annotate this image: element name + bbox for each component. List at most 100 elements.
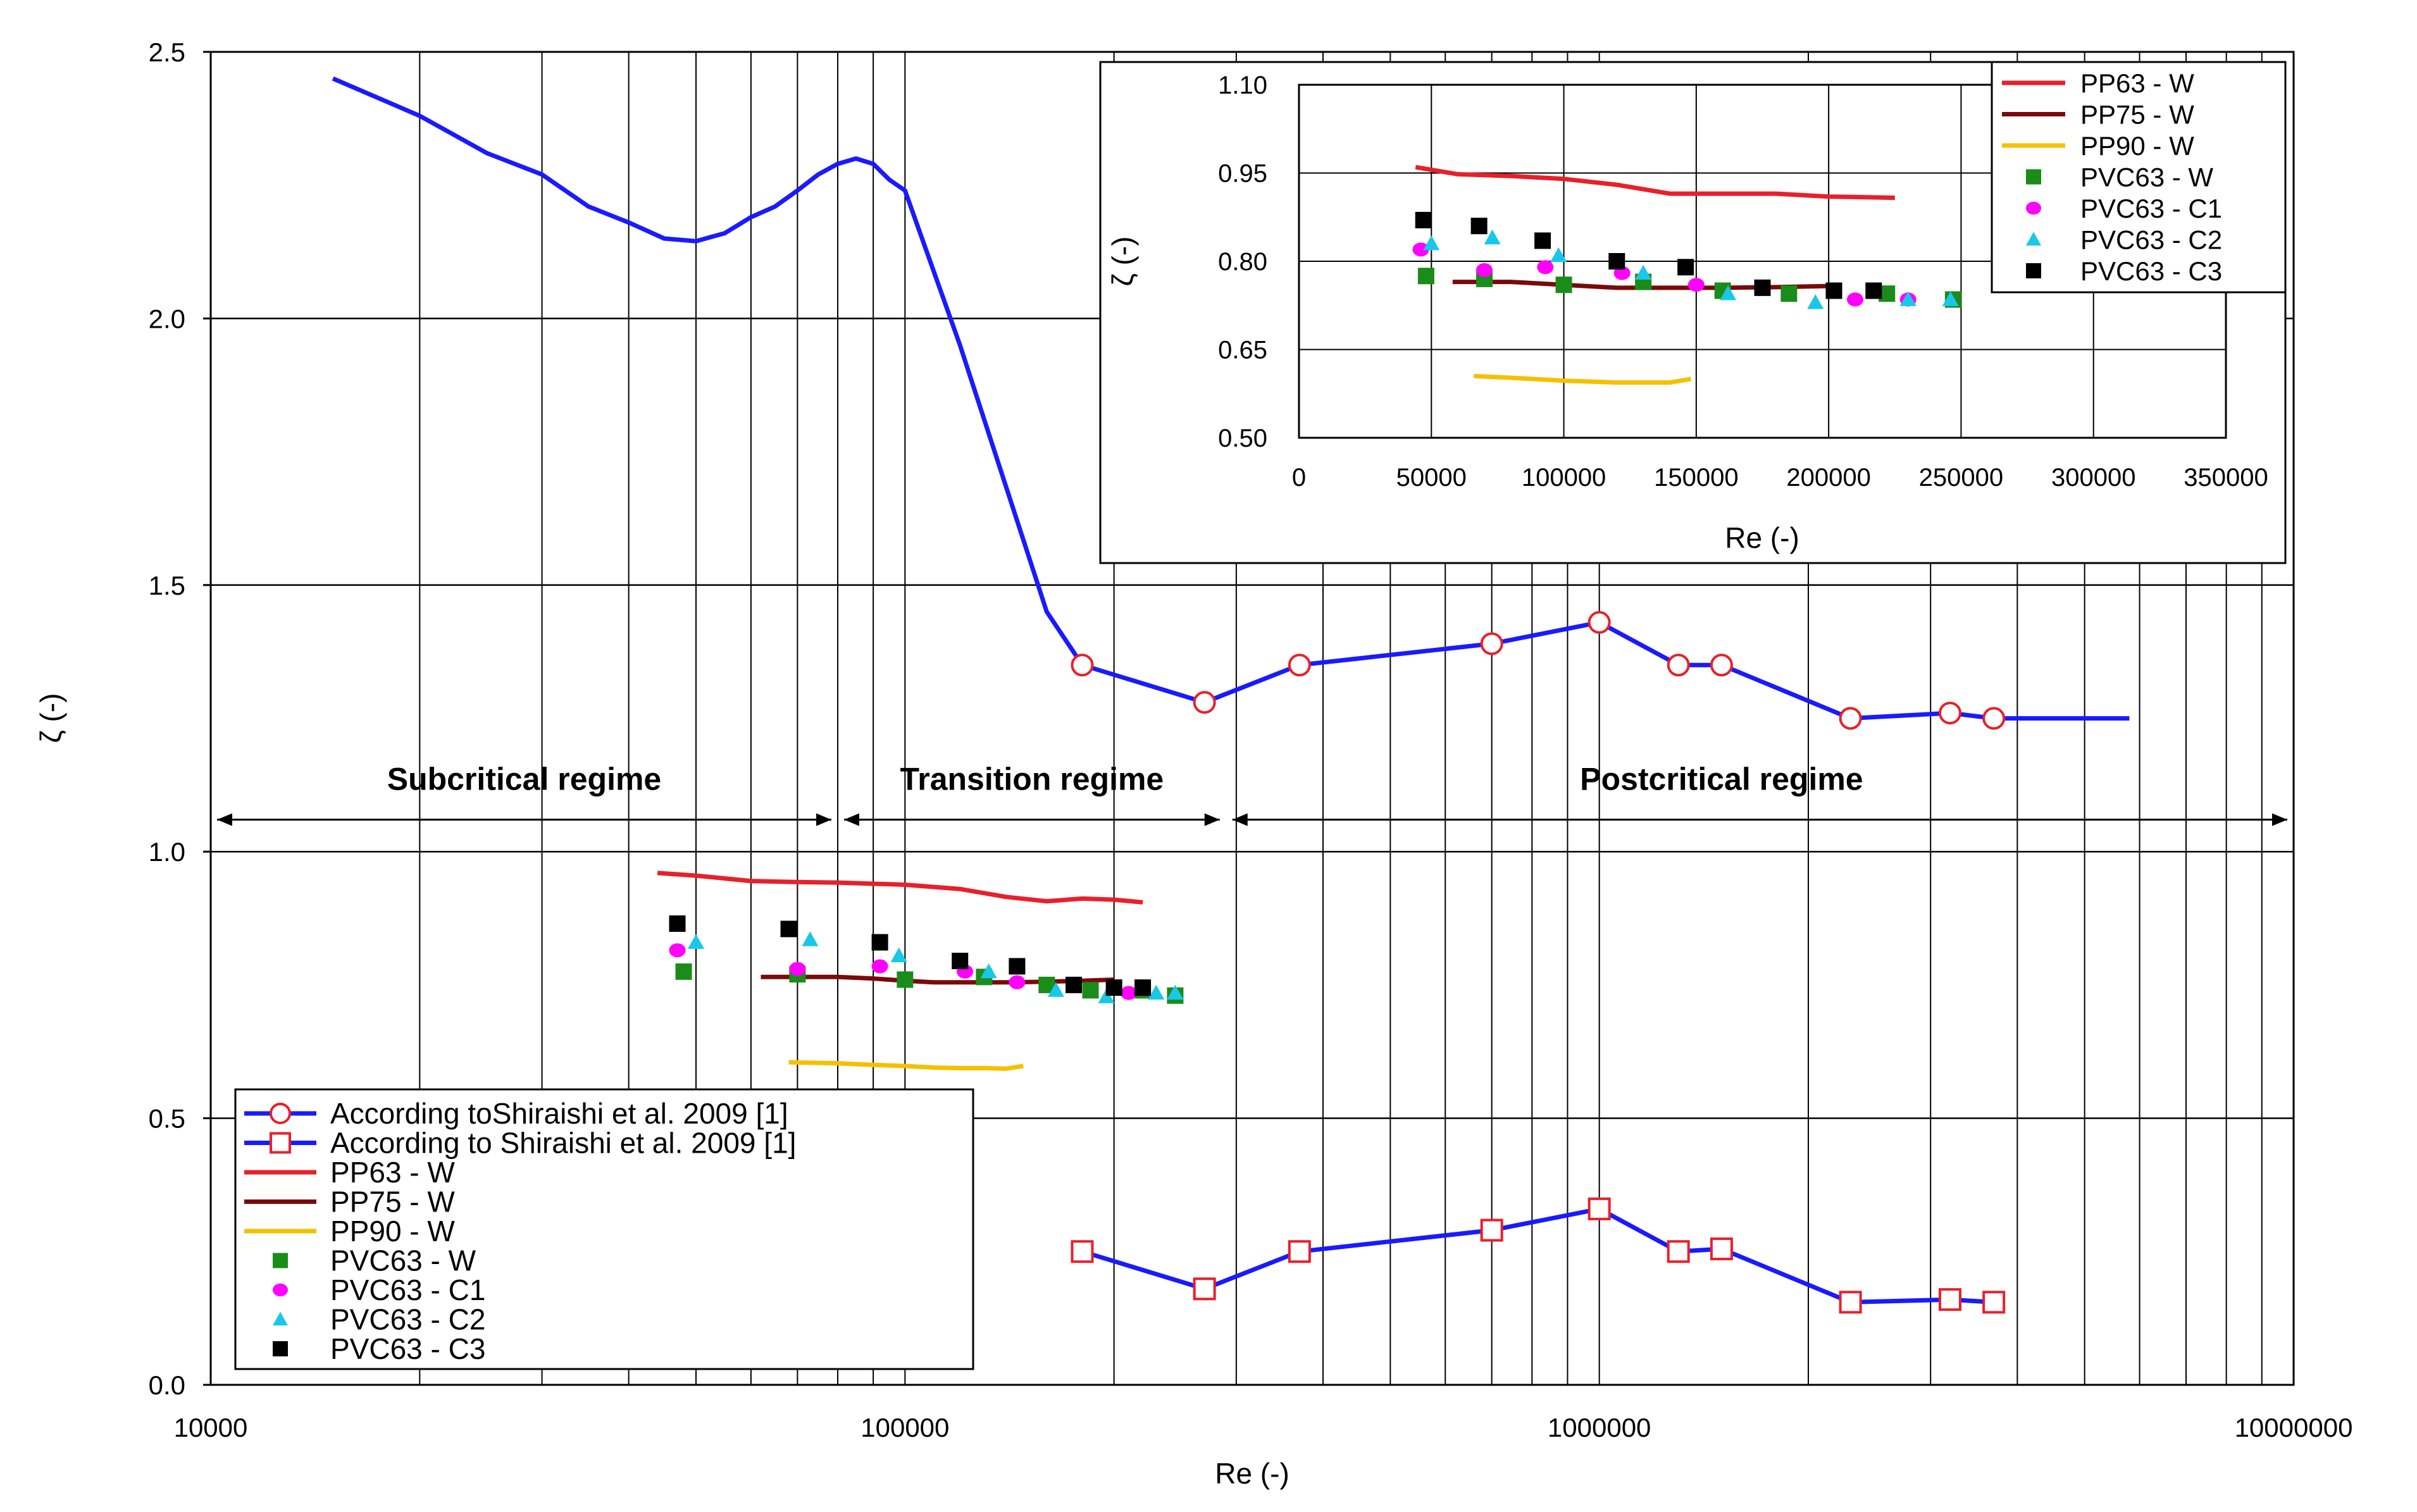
main-data-point <box>1193 691 1216 714</box>
main-data-point <box>1098 988 1115 1003</box>
inset-legend-entry: PVC63 - C3 <box>2026 256 2222 286</box>
inset-legend-label: PVC63 - C1 <box>2080 194 2222 223</box>
main-data-point <box>688 934 705 949</box>
inset-data-point <box>1613 266 1631 280</box>
regime-label: Subcritical regime <box>387 762 662 797</box>
inset-x-tick-label: 150000 <box>1654 464 1738 492</box>
inset-legend-marker <box>2026 201 2041 215</box>
main-data-point <box>890 947 907 962</box>
main-y-tick-label: 1.5 <box>149 571 185 600</box>
main-series-line <box>1081 1206 1994 1304</box>
main-series-line <box>761 974 1114 985</box>
inset-legend-label: PVC63 - C3 <box>2080 256 2222 286</box>
main-legend-entry: PVC63 - C1 <box>273 1273 485 1306</box>
main-plot-frame <box>209 51 2295 1386</box>
main-data-point <box>1167 984 1184 1000</box>
main-y-axis-label: ζ (-) <box>34 693 67 743</box>
main-series <box>675 963 1184 1004</box>
inset-data-point <box>1534 232 1551 249</box>
main-series <box>657 871 1143 905</box>
inset-data-point <box>1865 282 1882 299</box>
main-legend-marker <box>273 1341 288 1356</box>
main-data-point <box>871 959 888 974</box>
main-x-axis-label: Re (-) <box>1215 1457 1289 1490</box>
inset-data-point <box>1677 259 1694 276</box>
inset-series <box>1415 211 1882 299</box>
inset-x-tick-label: 250000 <box>1919 464 2003 492</box>
inset-series-layer <box>1412 164 1961 385</box>
inset-y-tick-label: 1.10 <box>1218 71 1267 99</box>
main-data-point <box>675 963 692 980</box>
regime-arrow-head-right <box>1204 813 1220 826</box>
main-legend-entry: PVC63 - C2 <box>273 1303 485 1336</box>
main-data-point <box>1120 986 1137 1000</box>
main-data-point <box>1288 654 1311 677</box>
main-legend-marker <box>270 1132 291 1154</box>
inset-x-tick-label: 350000 <box>2184 464 2268 492</box>
inset-x-tick-label: 100000 <box>1522 464 1606 492</box>
main-data-point <box>1667 654 1690 677</box>
main-series-layer <box>332 76 2130 1314</box>
inset-chart: 0.50 0.65 0.80 0.95 1.10 0 50000 100000 150000 20… <box>1099 61 2287 564</box>
main-legend-label: PVC63 - C2 <box>330 1303 485 1336</box>
inset-data-point <box>1412 242 1429 257</box>
main-legend-label: PP63 - W <box>330 1156 455 1189</box>
inset-legend-entry: PVC63 - C1 <box>2026 194 2222 223</box>
inset-legend-entry: PP90 - W <box>2002 131 2194 161</box>
inset-legend-label: PP75 - W <box>2080 100 2194 130</box>
regime-arrow <box>843 813 1220 826</box>
regime-arrow-head-left <box>1232 813 1248 826</box>
main-legend-entry: According toShiraishi et al. 2009 [1] <box>244 1097 788 1130</box>
inset-data-point <box>1423 235 1440 251</box>
main-legend-box <box>234 1088 974 1370</box>
main-y-tick-label: 2.0 <box>149 304 185 333</box>
main-legend-label: According toShiraishi et al. 2009 [1] <box>330 1097 788 1130</box>
inset-legend-entry: PVC63 - C2 <box>2026 225 2222 255</box>
main-legend-marker <box>273 1311 288 1326</box>
main-data-point <box>1480 1218 1503 1242</box>
inset-data-point <box>1608 253 1625 270</box>
main-legend-marker <box>273 1283 288 1297</box>
main-series <box>332 76 2130 730</box>
main-legend-label: According to Shiraishi et al. 2009 [1] <box>330 1127 796 1160</box>
main-data-point <box>1134 979 1152 996</box>
main-series-line <box>1081 620 1994 721</box>
inset-data-point <box>1825 282 1842 299</box>
main-data-point <box>1480 632 1503 655</box>
main-series <box>669 915 1152 996</box>
inset-data-point <box>1550 247 1567 263</box>
inset-x-tick-label: 0 <box>1292 464 1306 492</box>
main-legend-label: PP75 - W <box>330 1186 455 1218</box>
main-data-point <box>789 962 806 976</box>
main-data-point <box>1193 1277 1216 1301</box>
inset-data-point <box>1555 276 1572 294</box>
inset-y-tick-label: 0.65 <box>1218 337 1267 364</box>
inset-legend-entry: PVC63 - W <box>2026 163 2213 192</box>
main-y-tick-label: 0.0 <box>149 1370 185 1400</box>
main-data-point <box>1082 982 1099 999</box>
inset-y-tick-label: 0.50 <box>1218 424 1267 452</box>
main-y-tick-label: 2.5 <box>149 37 185 67</box>
inset-x-tick-label: 300000 <box>2051 464 2135 492</box>
inset-data-point <box>1687 278 1705 292</box>
inset-legend-entry: PP63 - W <box>2002 68 2194 98</box>
inset-legend-marker <box>2026 232 2041 246</box>
inset-legend-marker <box>2026 169 2041 185</box>
main-series <box>688 931 1184 1003</box>
inset-series <box>1415 164 1895 201</box>
inset-data-point <box>1899 291 1917 306</box>
main-legend-entry: PP75 - W <box>244 1186 455 1218</box>
inset-data-point <box>1476 263 1493 278</box>
inset-y-tick-label: 0.95 <box>1218 160 1267 188</box>
main-data-point <box>1588 610 1611 634</box>
main-data-point <box>780 920 797 938</box>
main-data-point <box>1938 702 1961 725</box>
regime-annotations: Subcritical regime Transition regime Postc… <box>217 762 2287 826</box>
main-series-line <box>657 871 1143 905</box>
inset-series-line <box>1415 164 1895 201</box>
main-y-tick-label: 0.5 <box>149 1104 185 1134</box>
main-data-point <box>897 971 914 988</box>
inset-series <box>1423 229 1959 309</box>
